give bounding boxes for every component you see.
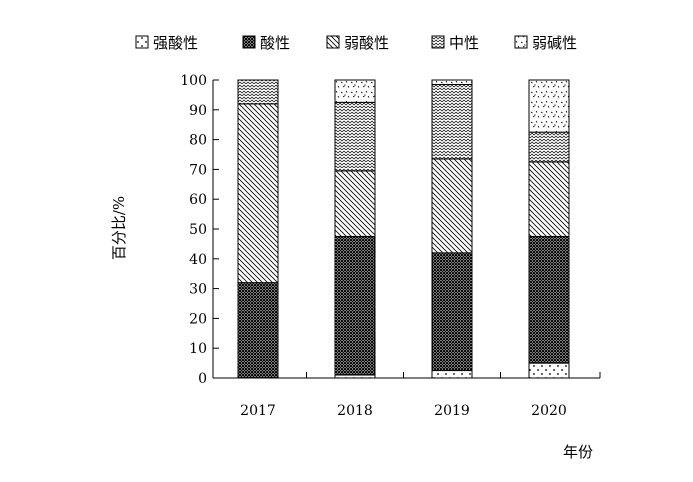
bar-segment [237,103,279,284]
legend-swatch [514,35,528,49]
x-axis: 2017 2018 2019 2020 [212,372,601,419]
bar-segment [528,161,570,237]
bar-segment [237,282,279,379]
bar-segment [431,83,473,160]
bar-segment [334,235,376,376]
legend-item: 弱酸性 [326,34,389,52]
legend-item: 酸性 [242,34,290,52]
legend-label: 强酸性 [153,34,198,52]
legend-label: 弱碱性 [532,34,577,52]
legend-item: 弱碱性 [514,34,577,52]
bar-segment [237,79,279,105]
bars [237,79,570,379]
legend-swatch [431,35,445,49]
y-tick-label: 60 [189,192,207,208]
y-tick-label: 100 [180,73,207,89]
y-tick-label: 40 [189,252,207,268]
x-tick-label: 2017 [240,403,276,419]
bar-segment [431,370,473,379]
bar-stack-2017 [237,79,279,379]
legend-swatch [326,35,340,49]
y-tick-label: 50 [189,222,207,238]
legend: 强酸性 酸性 弱酸性 中性 弱碱性 [135,34,577,52]
bar-segment [334,101,376,172]
y-tick-label: 80 [189,133,207,149]
bar-stack-2020 [528,79,570,379]
bar-segment [528,131,570,163]
y-tick-label: 30 [189,282,207,298]
bar-segment [431,79,473,85]
bar-stack-2018 [334,79,376,379]
bar-stack-2019 [431,79,473,379]
x-axis-title: 年份 [563,443,593,461]
legend-swatch [242,35,256,49]
legend-label: 中性 [449,34,479,52]
y-tick-label: 0 [198,371,207,387]
x-tick-label: 2020 [531,403,567,419]
y-tick-label: 20 [189,311,207,327]
y-tick-label: 70 [189,162,207,178]
legend-item: 强酸性 [135,34,198,52]
bar-segment [431,252,473,372]
legend-swatch [135,35,149,49]
bar-segment [334,170,376,237]
y-tick-label: 10 [189,341,207,357]
legend-item: 中性 [431,34,479,52]
bar-segment [431,158,473,254]
bar-segment [528,79,570,133]
y-axis: 0 10 20 30 40 50 60 70 80 90 100 [180,73,219,387]
x-tick-label: 2019 [434,403,470,419]
bar-segment [334,79,376,103]
legend-label: 弱酸性 [344,34,389,52]
y-axis-title: 百分比/% [110,196,128,260]
legend-label: 酸性 [260,34,290,52]
x-tick-label: 2018 [337,403,373,419]
y-tick-label: 90 [189,103,207,119]
bar-segment [528,235,570,364]
bar-segment [528,362,570,379]
